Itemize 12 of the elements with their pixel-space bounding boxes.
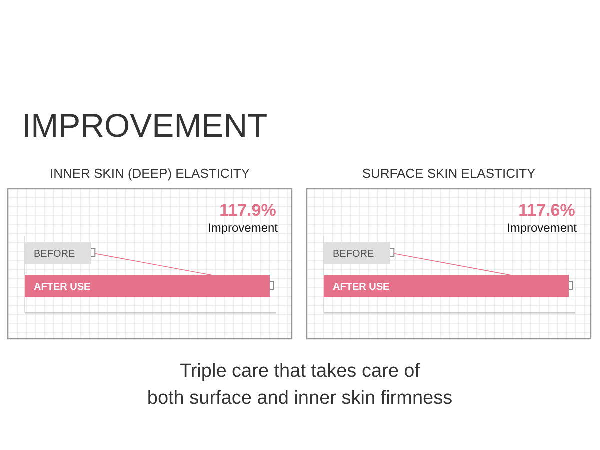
text: Improvement <box>506 221 578 235</box>
chart-title: SURFACE SKIN ELASTICITY <box>362 166 536 181</box>
text: Triple care that takes care of both surface and inner skin firmness <box>147 361 453 409</box>
text: IMPROVEMENT <box>22 107 268 144</box>
y-tick-label: BEFORE <box>333 249 374 260</box>
y-tick-label: AFTER USE <box>34 282 91 293</box>
text: 117.9% <box>220 201 276 220</box>
text: 117.6% <box>518 201 576 220</box>
y-tick-label: BEFORE <box>34 249 76 260</box>
chart-title: INNER SKIN (DEEP) ELASTICITY <box>50 166 250 181</box>
text: Improvement <box>208 221 279 235</box>
y-tick-label: AFTER USE <box>333 282 390 293</box>
